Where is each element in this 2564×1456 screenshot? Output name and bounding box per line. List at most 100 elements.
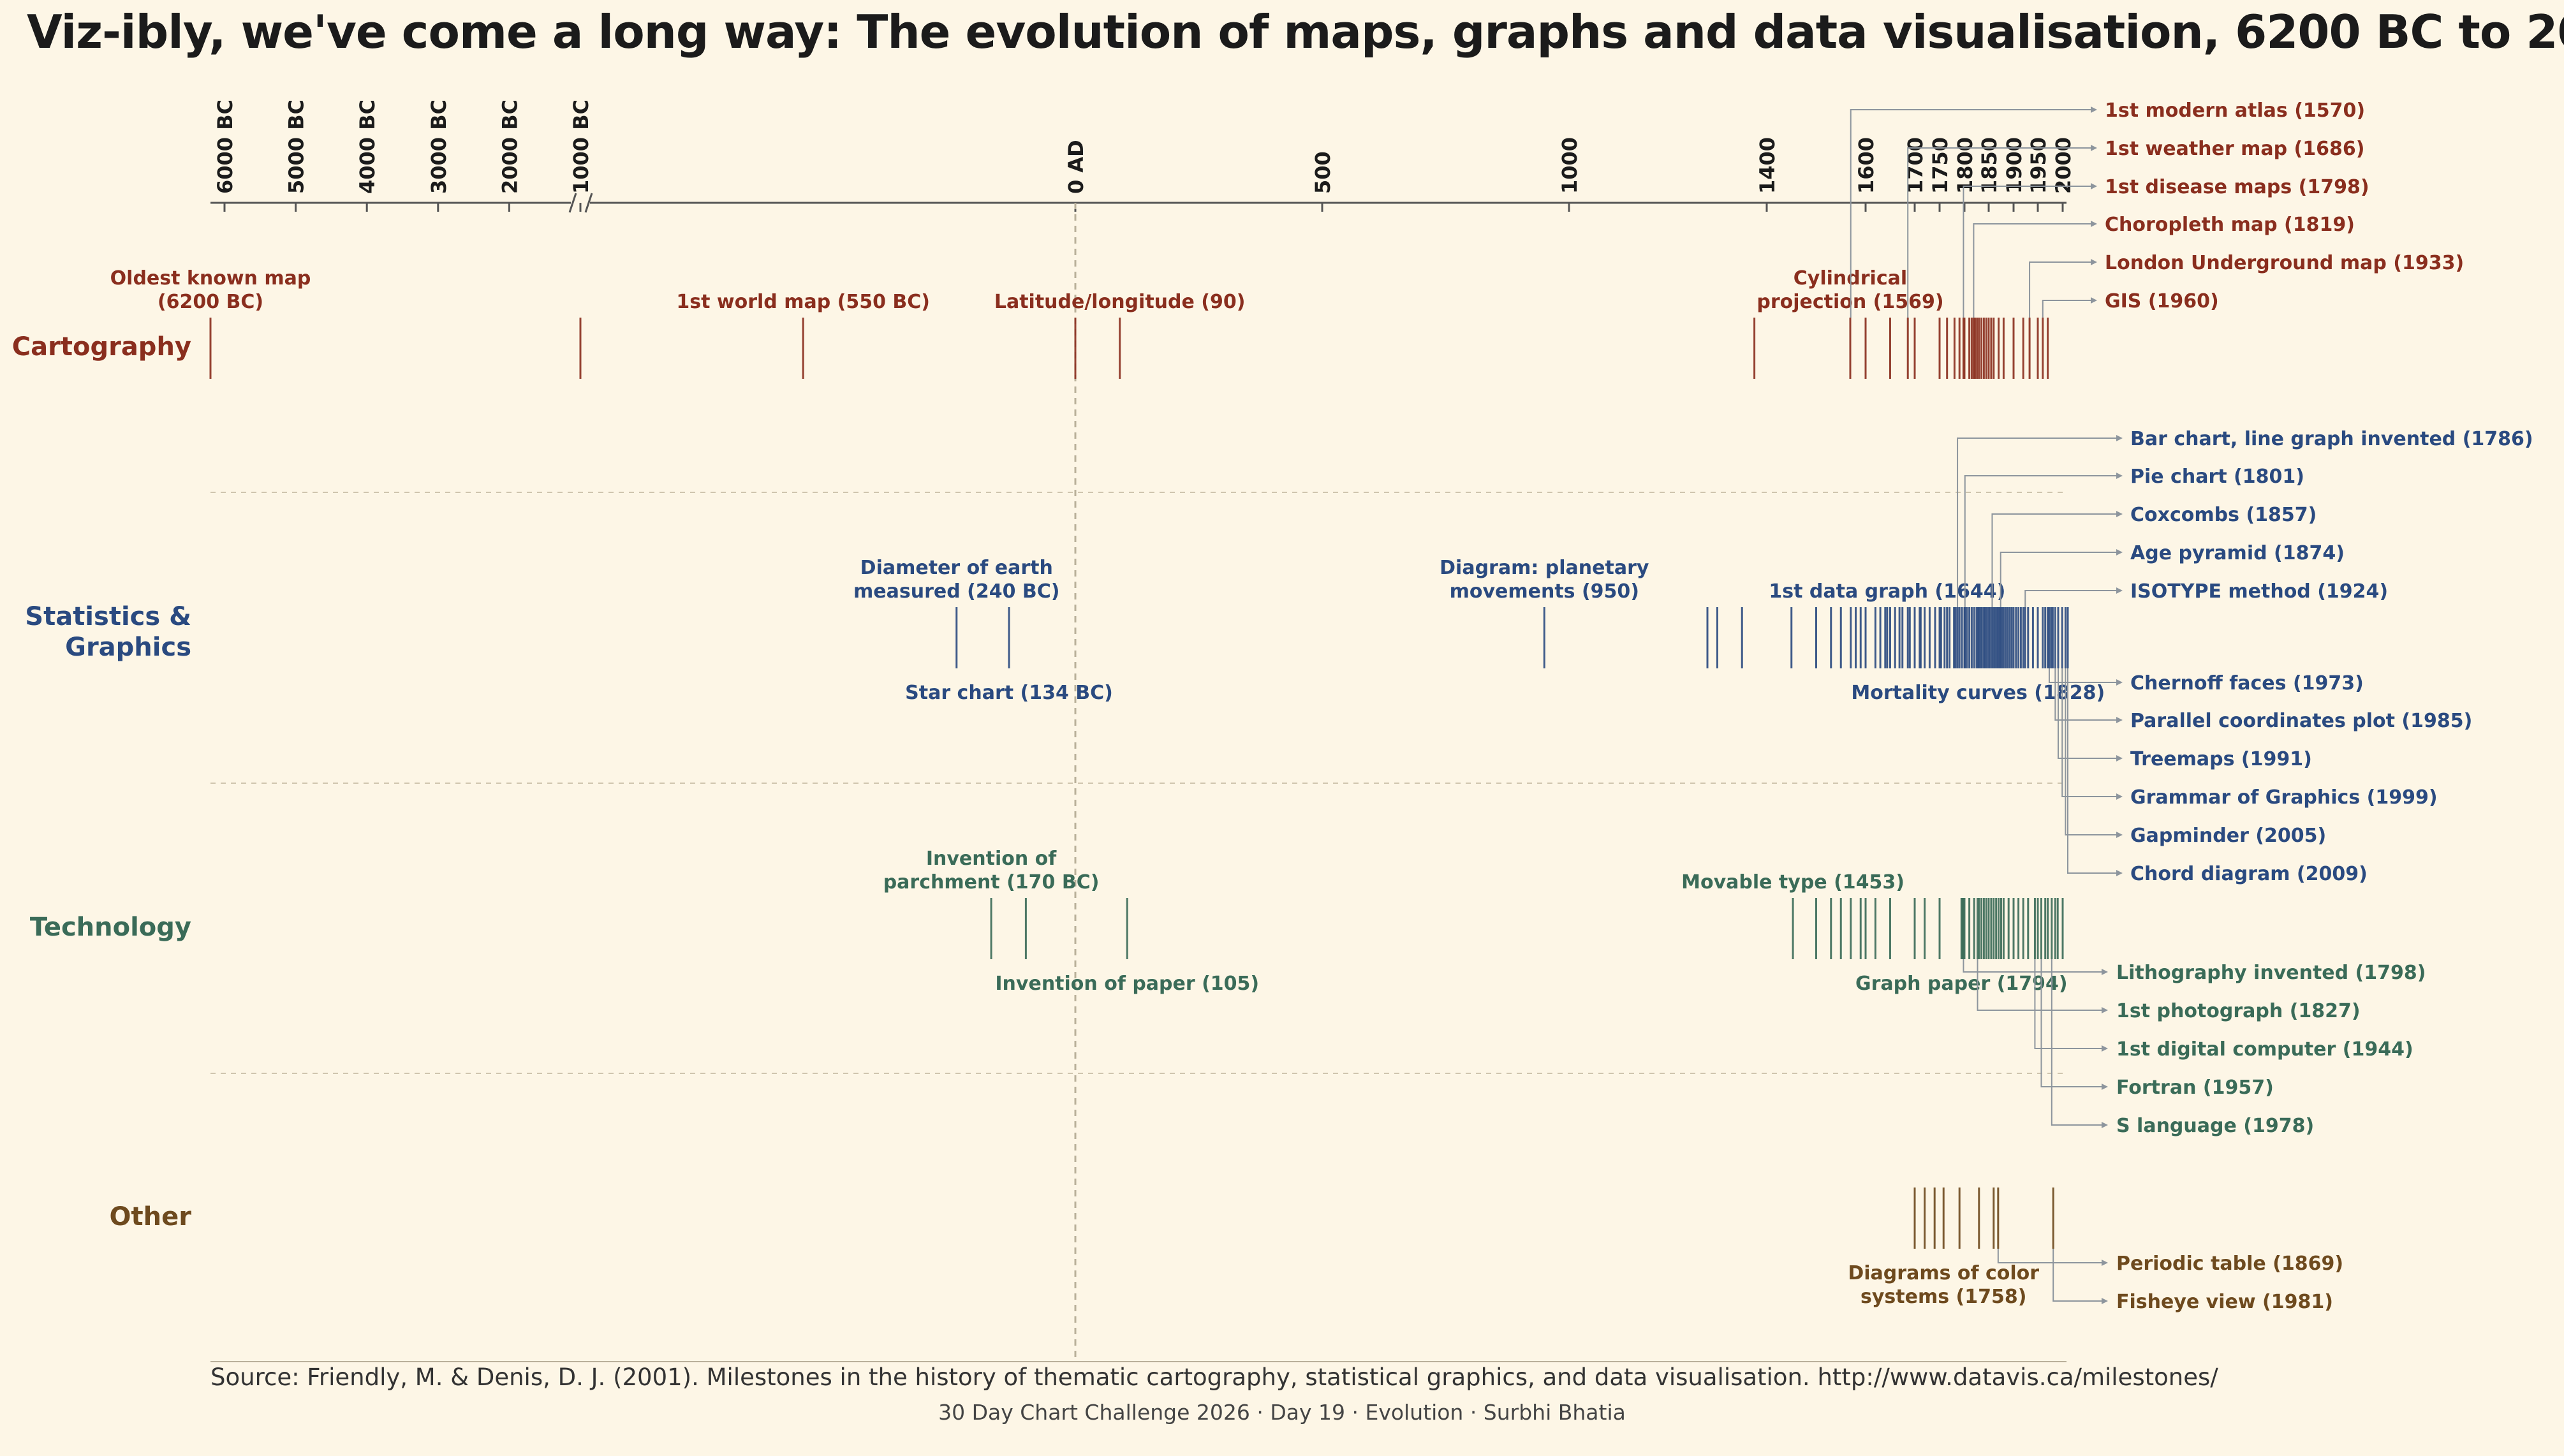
callout-leader — [2051, 959, 2102, 1126]
axis-tick-label: 3000 BC — [427, 99, 451, 194]
event-label: Diagrams of color — [1848, 1262, 2039, 1284]
callout-label: Gapminder (2005) — [2130, 825, 2326, 847]
callout-arrow — [2116, 755, 2123, 761]
callout-leader — [2067, 668, 2116, 874]
callout-arrow — [2116, 870, 2123, 876]
callout-leader — [2000, 552, 2116, 607]
event-label: Mortality curves (1828) — [1851, 682, 2105, 704]
callout-label: 1st disease maps (1798) — [2105, 176, 2369, 198]
axis-tick-label: 0 AD — [1064, 140, 1088, 194]
callout-label: Fortran (1957) — [2116, 1077, 2274, 1099]
callout-label: London Underground map (1933) — [2105, 252, 2464, 274]
credit-line: 30 Day Chart Challenge 2026 · Day 19 · E… — [938, 1400, 1626, 1425]
callout-label: Lithography invented (1798) — [2116, 962, 2426, 984]
axis-tick-label: 1400 — [1755, 137, 1779, 194]
event-label: Movable type (1453) — [1681, 871, 1905, 893]
category-label: Other — [110, 1202, 192, 1232]
callout-arrow — [2091, 259, 2097, 265]
callout-label: Fisheye view (1981) — [2116, 1291, 2333, 1313]
callout-label: Coxcombs (1857) — [2130, 504, 2317, 526]
callout-arrow — [2116, 473, 2123, 479]
axis-tick-label: 4000 BC — [355, 99, 379, 194]
callout-leader — [2054, 668, 2116, 721]
event-label: Invention of paper (105) — [995, 973, 1259, 995]
callout-label: Bar chart, line graph invented (1786) — [2130, 428, 2533, 450]
callout-leader — [2048, 668, 2116, 683]
callout-leader — [1957, 438, 2116, 607]
axis-tick-label: 2000 BC — [497, 99, 522, 194]
callout-label: S language (1978) — [2116, 1115, 2314, 1137]
event-label: (6200 BC) — [158, 291, 263, 313]
category-label: Technology — [30, 913, 191, 942]
axis-tick-label: 2000 — [2051, 137, 2075, 194]
callout-label: Periodic table (1869) — [2116, 1253, 2343, 1275]
callout-leader — [2029, 261, 2091, 318]
callout-label: Grammar of Graphics (1999) — [2130, 786, 2438, 809]
callout-label: Choropleth map (1819) — [2105, 214, 2355, 236]
axis-tick-label: 1950 — [2026, 137, 2051, 194]
callout-arrow — [2102, 969, 2108, 975]
event-label: measured (240 BC) — [853, 580, 1060, 603]
callout-leader — [2040, 959, 2102, 1087]
event-label: Oldest known map — [110, 267, 311, 290]
callout-leader — [1977, 959, 2102, 1011]
callout-label: Age pyramid (1874) — [2130, 542, 2345, 564]
callout-label: 1st digital computer (1944) — [2116, 1038, 2413, 1061]
callout-arrow — [2102, 1084, 2108, 1090]
callout-leader — [2052, 1249, 2102, 1302]
callout-leader — [2024, 590, 2116, 607]
event-label: Diameter of earth — [860, 557, 1053, 579]
event-label: Invention of — [926, 848, 1057, 870]
callout-arrow — [2102, 1007, 2108, 1013]
callout-label: Chord diagram (2009) — [2130, 863, 2368, 885]
callout-leader — [1850, 109, 2091, 318]
callout-arrow — [2091, 107, 2097, 113]
axis-break-mark — [568, 193, 577, 213]
callout-label: ISOTYPE method (1924) — [2130, 580, 2388, 603]
source-note: Source: Friendly, M. & Denis, D. J. (200… — [210, 1364, 2218, 1391]
callout-leader — [2057, 668, 2116, 759]
event-label: Graph paper (1794) — [1855, 973, 2068, 995]
callout-arrow — [2091, 183, 2097, 189]
callout-label: 1st modern atlas (1570) — [2105, 99, 2365, 122]
callout-leader — [2042, 300, 2091, 318]
event-label: Latitude/longitude (90) — [994, 291, 1246, 313]
axis-tick-label: 6000 BC — [213, 99, 237, 194]
category-label: Statistics & — [25, 602, 191, 631]
callout-arrow — [2116, 511, 2123, 517]
axis-break-mark — [584, 193, 593, 213]
axis-tick-label: 5000 BC — [284, 99, 309, 194]
callout-leader — [2034, 959, 2102, 1049]
callout-arrow — [2116, 793, 2123, 800]
callout-arrow — [2116, 717, 2123, 723]
callout-leader — [1907, 147, 2091, 318]
callout-arrow — [2102, 1298, 2108, 1304]
callout-leader — [1963, 186, 2091, 318]
callout-label: GIS (1960) — [2105, 290, 2219, 313]
event-label: 1st world map (550 BC) — [676, 291, 930, 313]
axis-tick-label: 1600 — [1854, 137, 1878, 194]
chart-title: Viz-ibly, we've come a long way: The evo… — [27, 5, 2564, 59]
callout-label: Parallel coordinates plot (1985) — [2130, 710, 2472, 732]
event-label: parchment (170 BC) — [883, 871, 1100, 893]
callout-label: Pie chart (1801) — [2130, 466, 2304, 488]
callout-arrow — [2091, 145, 2097, 151]
callout-arrow — [2091, 221, 2097, 227]
callout-leader — [1973, 223, 2091, 318]
event-label: Star chart (134 BC) — [905, 682, 1113, 704]
axis-tick-label: 1850 — [1977, 137, 2001, 194]
callout-arrow — [2116, 832, 2123, 838]
event-label: systems (1758) — [1860, 1286, 2026, 1308]
event-label: movements (950) — [1450, 580, 1639, 603]
axis-tick-label: 1800 — [1953, 137, 1977, 194]
callout-label: Chernoff faces (1973) — [2130, 672, 2364, 695]
callout-leader — [1997, 1249, 2102, 1263]
callout-leader — [1991, 513, 2116, 607]
callout-arrow — [2102, 1122, 2108, 1128]
callout-label: Treemaps (1991) — [2130, 748, 2312, 770]
axis-tick-label: 500 — [1311, 151, 1335, 194]
callout-label: 1st photograph (1827) — [2116, 1000, 2361, 1022]
callout-arrow — [2102, 1045, 2108, 1052]
category-label: Graphics — [65, 633, 191, 662]
